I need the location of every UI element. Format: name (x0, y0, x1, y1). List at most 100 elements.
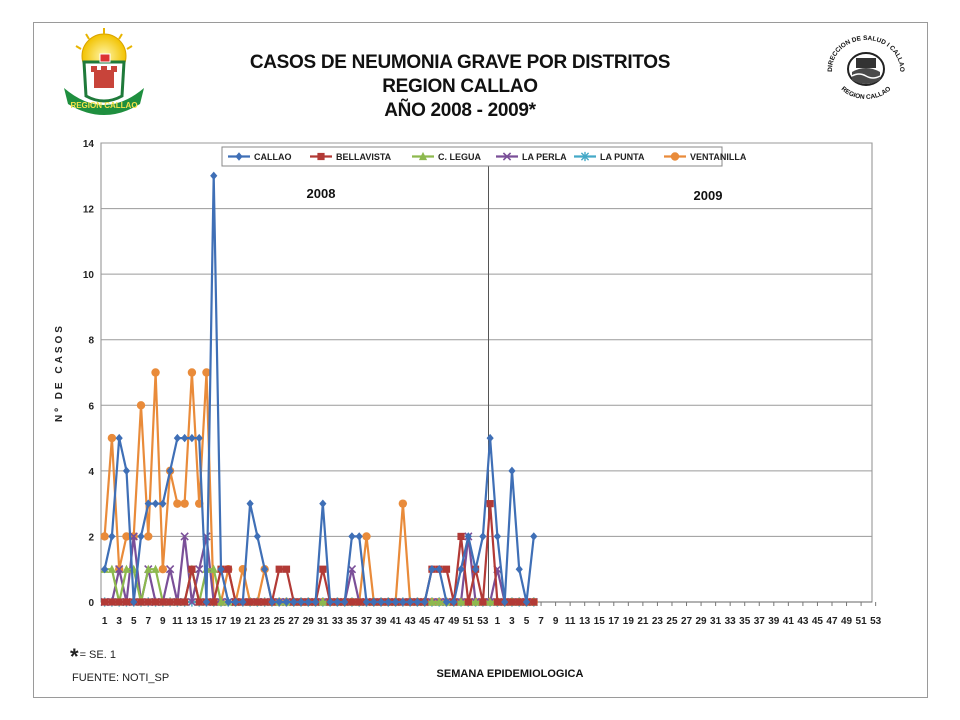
data-point-bellavista (530, 598, 538, 606)
data-point-callao (450, 597, 458, 607)
legend-label-bellavista: BELLAVISTA (336, 152, 392, 162)
x-tick-label: 41 (783, 616, 795, 627)
data-point-callao (181, 433, 189, 443)
data-point-callao (391, 597, 400, 607)
x-tick-label: 1 (102, 616, 108, 627)
data-point-callao (333, 597, 341, 607)
data-point-c-legua (435, 597, 444, 606)
data-point-callao (493, 532, 502, 541)
x-tick-label: 9 (160, 616, 166, 627)
x-tick-label: 21 (637, 616, 649, 627)
data-point-bellavista (457, 532, 465, 541)
data-point-bellavista (137, 598, 145, 606)
data-point-callao (406, 597, 414, 607)
data-point-callao (508, 466, 516, 476)
data-point-callao (159, 499, 167, 508)
data-point-bellavista (508, 598, 516, 606)
data-point-callao (202, 597, 211, 607)
data-point-callao (253, 532, 261, 541)
x-tick-label: 27 (681, 616, 693, 627)
data-point-callao (428, 565, 436, 574)
data-point-ventanilla (107, 433, 117, 443)
x-tick-label: 25 (274, 616, 286, 627)
data-point-la-perla (195, 565, 204, 574)
data-point-callao (471, 565, 480, 574)
x-tick-label: 29 (696, 616, 708, 627)
y-tick-label: 12 (83, 205, 95, 216)
data-point-callao (304, 597, 312, 607)
legend-label-la-punta: LA PUNTA (600, 152, 645, 162)
data-point-callao (188, 433, 196, 443)
x-tick-label: 15 (201, 616, 213, 627)
year-label-2009: 2009 (694, 188, 723, 203)
data-point-callao (515, 565, 523, 574)
y-tick-label: 0 (88, 598, 94, 609)
x-tick-label: 15 (594, 616, 606, 627)
data-point-c-legua (456, 597, 466, 606)
x-tick-label: 7 (145, 616, 151, 627)
data-point-callao (435, 565, 443, 574)
x-tick-label: 7 (538, 616, 544, 627)
asterisk-note: *= SE. 1 (70, 644, 116, 670)
data-point-la-perla (115, 565, 124, 574)
data-point-callao (122, 466, 131, 476)
data-point-bellavista (348, 598, 356, 606)
data-point-callao (151, 499, 160, 508)
data-point-callao (522, 597, 531, 607)
data-point-c-legua (427, 597, 437, 606)
data-point-callao (464, 532, 472, 541)
direccion-salud-callao-seal-icon: DIRECCION DE SALUD I CALLAO REGION CALLA… (827, 35, 905, 101)
data-point-bellavista (108, 598, 116, 606)
data-point-bellavista (493, 598, 502, 606)
x-tick-label: 31 (317, 616, 329, 627)
x-tick-label: 47 (434, 616, 446, 627)
data-point-c-legua (151, 564, 160, 573)
data-point-callao (311, 597, 320, 607)
data-point-ventanilla (100, 532, 109, 541)
data-point-bellavista (442, 565, 451, 573)
x-tick-label: 51 (856, 616, 868, 627)
x-tick-label: 35 (739, 616, 751, 627)
y-tick-label: 8 (88, 336, 94, 347)
data-point-bellavista (464, 598, 472, 606)
x-tick-label: 27 (288, 616, 300, 627)
y-tick-label: 6 (88, 401, 94, 412)
x-tick-label: 51 (463, 616, 475, 627)
data-point-callao (231, 597, 240, 607)
data-point-callao (348, 532, 356, 541)
y-tick-label: 4 (88, 467, 94, 478)
data-point-bellavista (101, 598, 109, 606)
data-point-callao (421, 597, 429, 607)
data-point-bellavista (479, 598, 487, 606)
data-point-bellavista (246, 598, 254, 606)
x-tick-label: 43 (405, 616, 417, 627)
data-point-ventanilla (180, 499, 189, 508)
x-tick-label: 49 (448, 616, 460, 627)
x-tick-label: 5 (131, 616, 137, 627)
legend-swatch-marker-ventanilla (670, 152, 680, 161)
chart-title-line-2: REGION CALLAO (382, 76, 538, 97)
data-point-callao (355, 532, 363, 541)
data-point-bellavista (173, 598, 181, 606)
data-point-bellavista (355, 598, 363, 606)
data-point-bellavista (151, 598, 160, 606)
x-tick-label: 33 (725, 616, 737, 627)
x-tick-label: 47 (826, 616, 838, 627)
data-point-bellavista (181, 598, 189, 606)
data-point-callao (413, 597, 422, 607)
x-tick-label: 5 (524, 616, 530, 627)
x-tick-label: 19 (230, 616, 242, 627)
x-tick-label: 37 (361, 616, 373, 627)
data-point-callao (239, 597, 247, 607)
data-point-callao (486, 433, 494, 443)
x-tick-label: 3 (509, 616, 515, 627)
data-point-ventanilla (122, 532, 131, 541)
legend-swatch-marker-c-legua (418, 151, 428, 161)
data-point-bellavista (275, 565, 283, 573)
data-point-c-legua (216, 597, 226, 606)
asterisk-symbol: * (70, 644, 79, 669)
x-tick-label: 49 (841, 616, 853, 627)
data-point-c-legua (107, 564, 117, 573)
x-tick-label: 45 (812, 616, 824, 627)
data-point-bellavista (282, 565, 291, 573)
